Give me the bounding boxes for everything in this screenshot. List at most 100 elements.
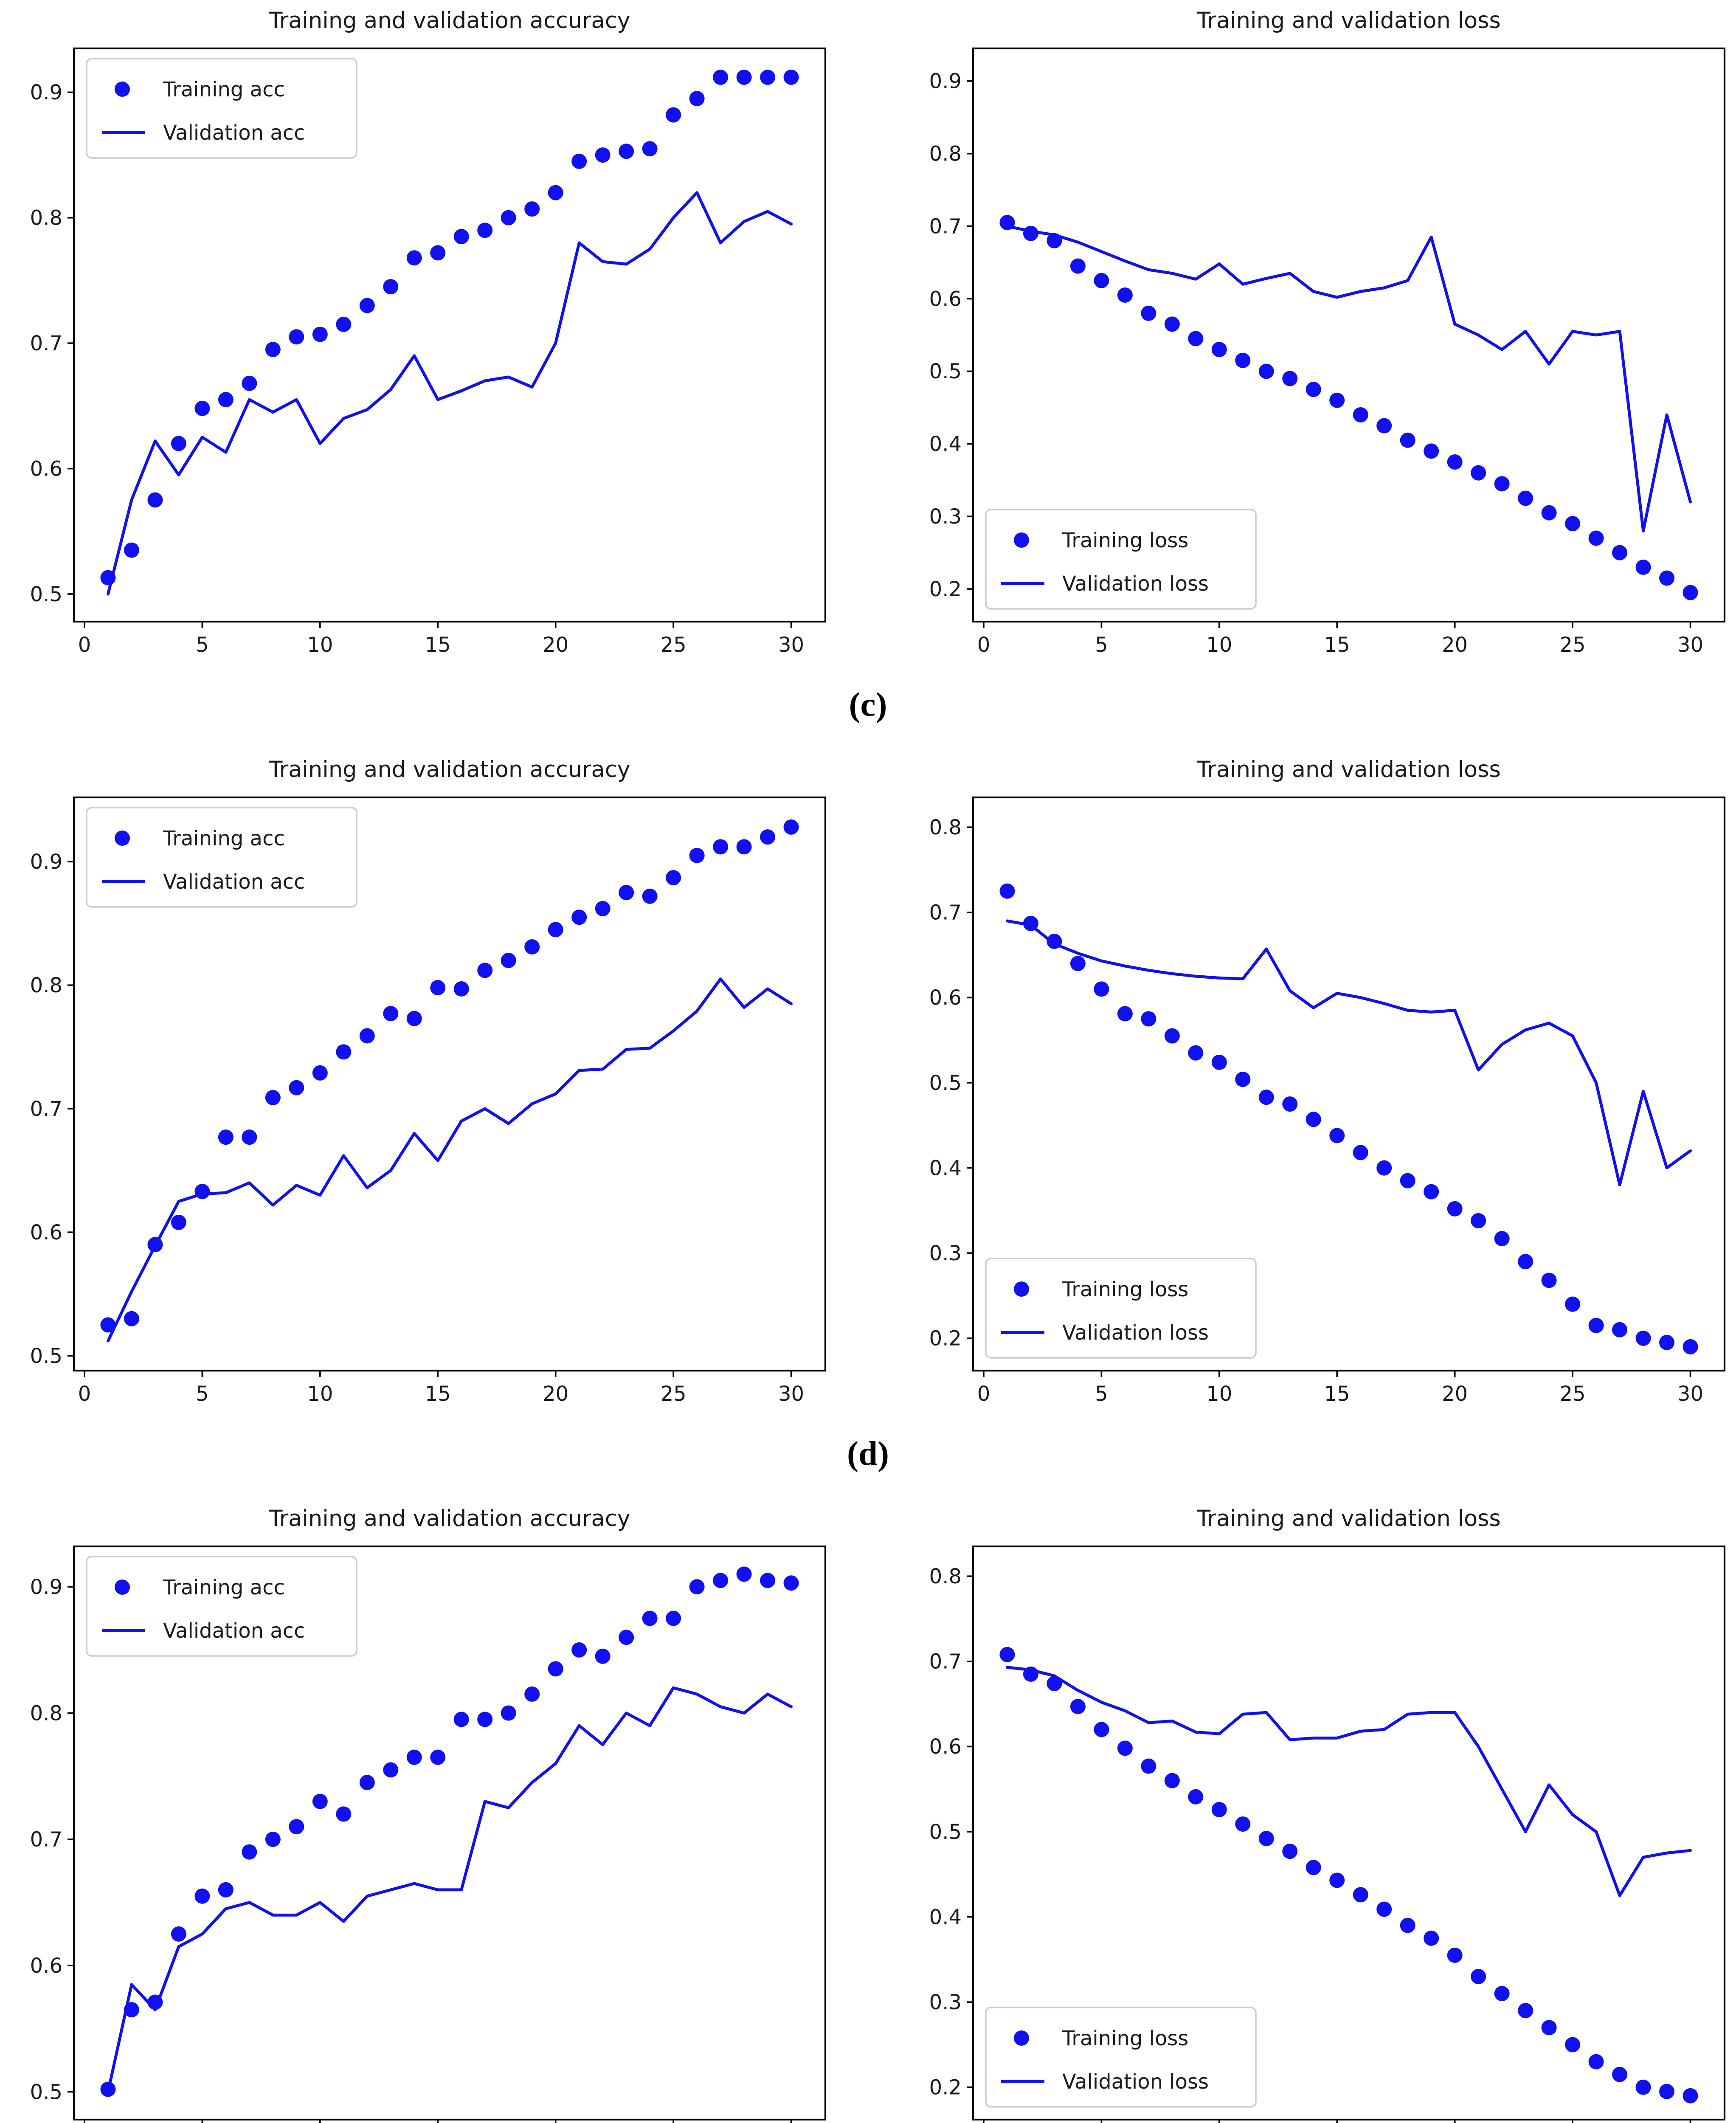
data-point-dot <box>1659 2084 1675 2099</box>
data-point-dot <box>406 1011 422 1026</box>
legend-label: Training loss <box>1062 1278 1188 1301</box>
data-point-dot <box>1117 1740 1133 1756</box>
data-point-dot <box>736 839 752 855</box>
data-point-dot <box>501 953 516 969</box>
x-tick-label: 20 <box>543 1382 568 1406</box>
data-point-dot <box>713 69 729 85</box>
data-point-dot <box>477 222 493 238</box>
x-tick-label: 20 <box>1442 633 1468 657</box>
x-tick-label: 15 <box>1324 1382 1350 1406</box>
data-point-dot <box>1353 407 1368 422</box>
chart-title: Training and validation accuracy <box>269 9 630 34</box>
legend-label: Training acc <box>163 78 285 101</box>
y-tick-label: 0.9 <box>929 70 962 93</box>
chart-title: Training and validation loss <box>1197 9 1501 34</box>
x-tick-label: 0 <box>78 633 91 657</box>
y-tick-label: 0.4 <box>929 1156 962 1180</box>
x-tick-label: 20 <box>1442 1382 1468 1406</box>
chart-c-loss: Training and validation loss 0 5 10 15 20 25 3… <box>899 3 1736 657</box>
data-point-dot <box>194 400 210 416</box>
data-point-dot <box>406 250 422 266</box>
data-point-dot <box>1141 1011 1156 1027</box>
legend-box <box>985 2007 1257 2108</box>
data-point-dot <box>1635 1330 1651 1346</box>
data-point-dot <box>265 1831 281 1847</box>
data-point-dot <box>453 1712 469 1727</box>
data-point-dot <box>336 1806 352 1822</box>
legend-dot-marker <box>115 831 130 846</box>
data-point-dot <box>1424 1184 1439 1199</box>
data-point-dot <box>1141 305 1156 321</box>
data-point-dot <box>1494 1986 1510 2002</box>
data-point-dot <box>1070 1699 1086 1715</box>
chart-d-loss: Training and validation loss 0 5 10 15 20 25 3… <box>899 752 1736 1406</box>
x-tick-label: 5 <box>196 633 209 657</box>
data-point-dot <box>1683 1339 1698 1354</box>
data-point-dot <box>760 829 776 845</box>
legend-box <box>985 509 1257 610</box>
data-point-dot <box>1376 418 1392 434</box>
x-tick-label: 5 <box>1095 1382 1108 1406</box>
data-point-dot <box>619 885 634 901</box>
y-tick-label: 0.5 <box>30 583 62 606</box>
validation-line-series <box>1006 225 1692 532</box>
data-point-dot <box>171 436 186 451</box>
data-point-dot <box>289 329 304 345</box>
data-point-dot <box>1447 1201 1463 1216</box>
y-tick-label: 0.2 <box>929 1327 962 1351</box>
data-point-dot <box>1070 956 1086 971</box>
data-point-dot <box>595 1648 611 1664</box>
validation-line-series <box>1006 1666 1692 1897</box>
data-point-dot <box>1494 476 1510 492</box>
validation-line-series <box>107 191 793 596</box>
data-point-dot <box>1565 1296 1581 1312</box>
chart-d-loss-plot: 0 5 10 15 20 25 30 0.2 0.3 0.4 0.5 0.6 0.7 0.8 Trainin… <box>929 796 1726 1406</box>
figure-row-c: Training and validation accuracy 0 5 10 15 2… <box>0 3 1736 752</box>
y-tick-label: 0.8 <box>30 206 62 230</box>
y-tick-label: 0.6 <box>30 1954 62 1978</box>
chart-title: Training and validation loss <box>1197 758 1501 783</box>
axes-frame <box>972 796 1726 1372</box>
data-point-dot <box>1376 1160 1392 1176</box>
data-point-dot <box>689 848 705 863</box>
legend-label: Validation acc <box>163 121 305 145</box>
data-point-dot <box>1424 1930 1439 1946</box>
figure-row-d: Training and validation accuracy 0 5 10 15 2… <box>0 752 1736 1501</box>
data-point-dot <box>218 392 234 408</box>
y-tick-label: 0.9 <box>30 850 62 874</box>
data-point-dot <box>312 1794 328 1809</box>
data-point-dot <box>453 229 469 245</box>
data-point-dot <box>1400 1917 1415 1933</box>
data-point-dot <box>524 1686 540 1702</box>
y-tick-label: 0.8 <box>30 974 62 997</box>
x-tick-label: 5 <box>1095 633 1108 657</box>
validation-line-series <box>1006 919 1692 1187</box>
y-tick-label: 0.6 <box>929 986 962 1010</box>
data-point-dot <box>218 1882 234 1898</box>
data-point-dot <box>124 1311 139 1326</box>
data-point-dot <box>501 1705 516 1721</box>
data-point-dot <box>1211 342 1227 358</box>
axes-frame <box>972 47 1726 623</box>
data-point-dot <box>100 1317 116 1333</box>
y-tick-label: 0.5 <box>929 1820 962 1844</box>
y-tick-label: 0.7 <box>30 1097 62 1121</box>
data-point-dot <box>1094 981 1109 997</box>
data-point-dot <box>619 144 634 159</box>
data-point-dot <box>1612 2067 1628 2082</box>
data-point-dot <box>312 327 328 342</box>
data-point-dot <box>171 1926 186 1942</box>
axes-frame <box>73 1545 827 2121</box>
validation-line-series <box>107 977 793 1343</box>
data-point-dot <box>999 1647 1015 1662</box>
data-point-dot <box>1635 559 1651 575</box>
data-point-dot <box>1258 1831 1274 1847</box>
data-point-dot <box>571 1642 587 1658</box>
x-tick-label: 10 <box>1206 1382 1232 1406</box>
data-point-dot <box>1188 1789 1204 1805</box>
data-point-dot <box>1306 1112 1321 1127</box>
chart-e-loss: Training and validation loss 05101520253… <box>899 1501 1736 2123</box>
chart-title: Training and validation accuracy <box>269 1507 630 1532</box>
legend-box <box>86 807 357 908</box>
data-point-dot <box>1306 1860 1321 1875</box>
